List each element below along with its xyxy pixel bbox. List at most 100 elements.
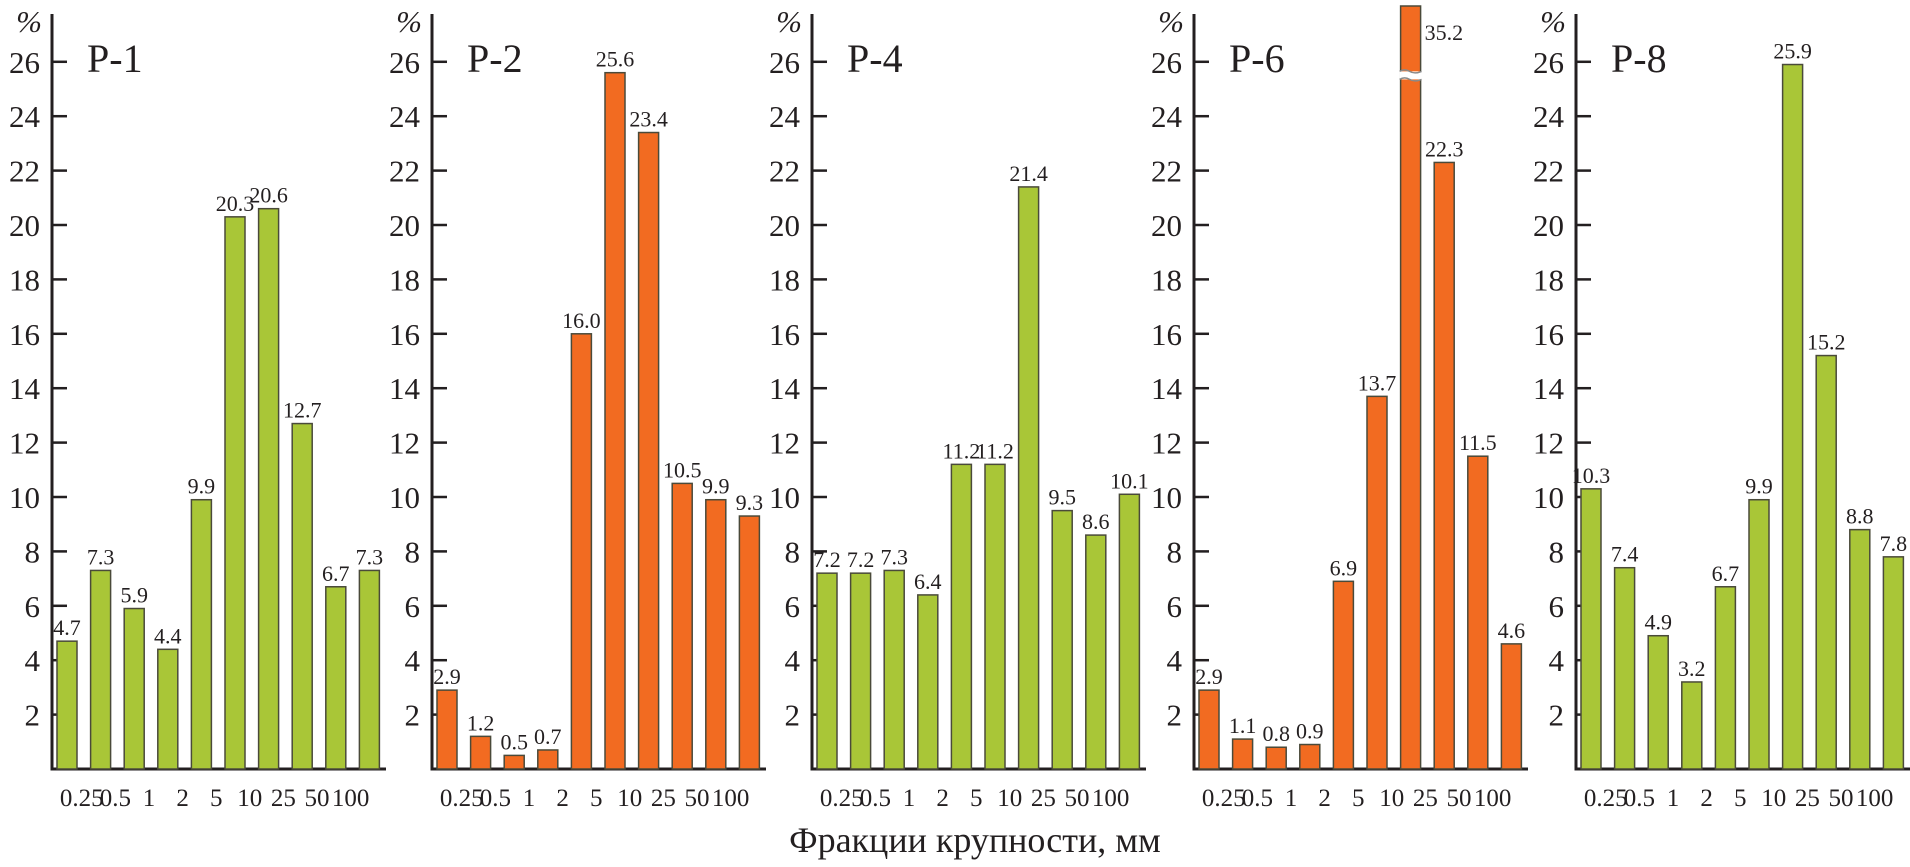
y-tick-label: 8 — [1549, 534, 1565, 569]
x-tick-label: 0.5 — [860, 785, 891, 812]
panel-title: Р-6 — [1229, 36, 1285, 81]
data-label: 7.2 — [847, 547, 875, 572]
data-label: 7.3 — [87, 544, 115, 569]
x-tick-label: 0.25 — [1584, 785, 1628, 812]
panels: %Р-124681012141618202224264.77.35.94.49.… — [9, 4, 1910, 812]
bar — [1647, 634, 1669, 770]
y-tick-label: 14 — [1151, 371, 1183, 406]
x-tick-label: 5 — [1734, 785, 1747, 812]
bar — [1500, 643, 1523, 770]
bar — [1198, 689, 1220, 770]
x-tick-label: 25 — [1413, 785, 1438, 812]
data-label: 9.9 — [1745, 474, 1773, 499]
bar — [257, 207, 280, 770]
y-tick-label: 18 — [1533, 262, 1564, 297]
y-tick-label: 4 — [1549, 643, 1565, 678]
y-unit-label: % — [776, 4, 802, 39]
y-unit-label: % — [16, 4, 42, 39]
data-label: 8.6 — [1082, 509, 1110, 534]
y-tick-label: 6 — [25, 589, 41, 624]
y-tick-label: 22 — [1533, 154, 1564, 189]
data-label: 9.9 — [188, 474, 216, 499]
data-label: 12.7 — [283, 398, 322, 423]
x-tick-label: 25 — [271, 785, 296, 812]
bar — [123, 607, 145, 770]
data-label: 6.9 — [1330, 555, 1358, 580]
x-tick-label: 25 — [651, 785, 676, 812]
y-tick-label: 2 — [1549, 698, 1565, 733]
bar — [637, 131, 660, 770]
bar — [469, 735, 492, 770]
bar — [358, 569, 381, 770]
x-tick-label: 0.25 — [60, 785, 104, 812]
data-label: 9.9 — [702, 474, 730, 499]
y-tick-label: 4 — [785, 643, 801, 678]
data-label: 2.9 — [1195, 664, 1223, 689]
bar — [1332, 580, 1355, 770]
y-tick-label: 18 — [389, 262, 420, 297]
x-tick-label: 1 — [1285, 785, 1298, 812]
data-label: 4.9 — [1644, 610, 1672, 635]
x-tick-label: 10 — [237, 785, 262, 812]
data-label: 0.8 — [1262, 721, 1290, 746]
x-tick-label: 1 — [523, 785, 536, 812]
bar — [1051, 509, 1073, 770]
x-tick-label: 5 — [590, 785, 603, 812]
data-label: 9.5 — [1048, 485, 1076, 510]
data-label: 6.7 — [322, 561, 350, 586]
data-label: 11.5 — [1459, 430, 1497, 455]
x-tick-label: 5 — [970, 785, 983, 812]
bar — [89, 569, 112, 770]
panel-title: Р-4 — [847, 36, 903, 81]
bar — [1815, 354, 1837, 770]
x-tick-label: 0.5 — [480, 785, 511, 812]
x-tick-label: 1 — [903, 785, 916, 812]
y-tick-label: 26 — [1533, 45, 1564, 80]
y-tick-label: 12 — [389, 426, 420, 461]
bar — [1849, 528, 1871, 770]
x-tick-label: 2 — [176, 785, 189, 812]
data-label: 20.6 — [249, 183, 288, 208]
x-tick-label: 100 — [1856, 785, 1894, 812]
axis-break-mark — [1399, 77, 1422, 82]
x-tick-label: 50 — [305, 785, 330, 812]
x-tick-label: 2 — [936, 785, 949, 812]
panel-title: Р-1 — [87, 36, 143, 81]
x-tick-label: 0.5 — [100, 785, 131, 812]
y-unit-label: % — [1158, 4, 1184, 39]
bar — [291, 422, 313, 770]
data-label: 4.4 — [154, 623, 182, 648]
bar — [950, 463, 973, 770]
panel-Р-8: %Р-8246810121416182022242610.37.44.93.26… — [1533, 4, 1910, 812]
y-tick-label: 12 — [1151, 426, 1182, 461]
data-label: 4.6 — [1498, 618, 1526, 643]
data-label: 10.3 — [1572, 463, 1611, 488]
y-tick-label: 20 — [1151, 208, 1182, 243]
y-tick-label: 12 — [769, 426, 800, 461]
y-tick-label: 8 — [25, 534, 41, 569]
x-tick-label: 1 — [143, 785, 156, 812]
data-label: 0.9 — [1296, 719, 1324, 744]
y-tick-label: 6 — [1167, 589, 1183, 624]
y-tick-label: 4 — [25, 643, 41, 678]
bar — [816, 572, 838, 770]
y-tick-label: 22 — [9, 154, 40, 189]
x-tick-label: 2 — [1700, 785, 1713, 812]
y-tick-label: 24 — [769, 99, 801, 134]
y-tick-label: 24 — [1151, 99, 1183, 134]
bar — [436, 689, 458, 770]
y-tick-label: 24 — [389, 99, 421, 134]
y-tick-label: 8 — [405, 534, 421, 569]
bar — [1580, 488, 1602, 770]
bar — [503, 754, 525, 770]
data-label: 7.3 — [880, 544, 908, 569]
x-tick-label: 50 — [1065, 785, 1090, 812]
bar — [1399, 5, 1422, 770]
bar — [883, 569, 905, 770]
data-label: 0.5 — [500, 729, 528, 754]
data-label: 25.6 — [596, 47, 635, 72]
data-label: 1.1 — [1229, 713, 1257, 738]
data-label: 16.0 — [562, 308, 601, 333]
bar — [1366, 395, 1388, 770]
